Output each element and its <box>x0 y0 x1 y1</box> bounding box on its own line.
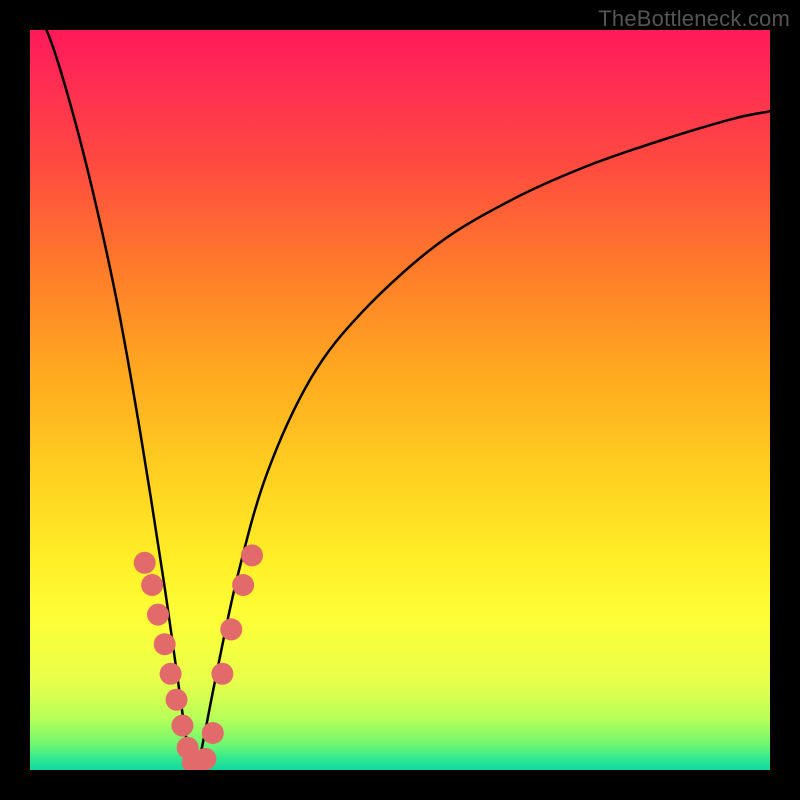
watermark-text: TheBottleneck.com <box>598 6 790 32</box>
gradient-background <box>30 30 770 770</box>
plot-area <box>30 30 770 770</box>
chart-frame: TheBottleneck.com <box>0 0 800 800</box>
